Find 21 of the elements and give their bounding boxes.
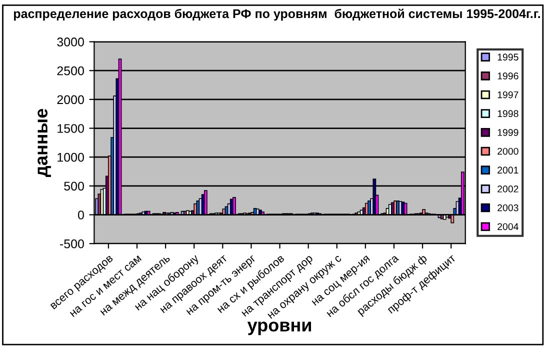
legend-label: 2004: [498, 223, 518, 230]
legend-label: 1997: [498, 91, 518, 98]
y-tick-label: 2000: [57, 95, 84, 104]
legend-label: 2002: [498, 186, 518, 192]
x-axis-title: уровни: [247, 322, 311, 336]
y-axis-title: данные: [38, 108, 51, 177]
y-tick-label: 500: [64, 182, 84, 191]
y-tick-label: 2500: [57, 66, 84, 76]
legend-label: 2001: [498, 166, 518, 174]
legend-label: 1996: [498, 72, 518, 80]
legend-label: 2003: [498, 204, 518, 212]
y-tick-label: 3000: [57, 38, 84, 46]
legend-label: 1995: [498, 54, 518, 61]
y-tick-label: 0: [78, 210, 84, 220]
y-tick-label: 1000: [58, 152, 84, 162]
legend-label: 2000: [498, 148, 518, 155]
legend-label: 1999: [498, 129, 518, 136]
y-tick-label: 1500: [58, 124, 84, 133]
chart-title: распределение расходов бюджета РФ по уровням бюджетной системы 1995-2004г.г.: [14, 8, 540, 21]
y-tick-label: -500: [60, 239, 84, 248]
legend-label: 1998: [498, 110, 518, 118]
